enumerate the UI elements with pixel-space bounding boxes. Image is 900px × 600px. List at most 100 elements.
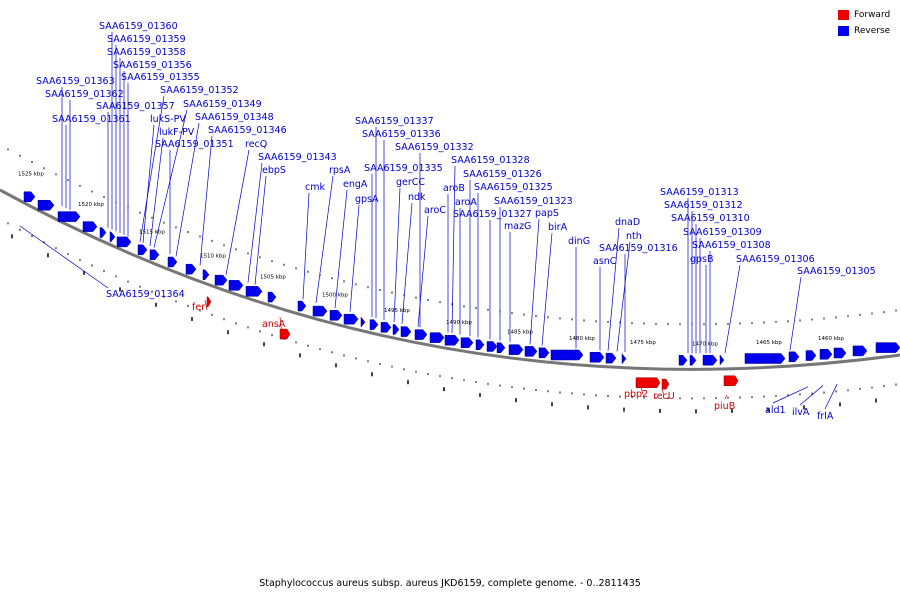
gene-label: nth xyxy=(626,231,642,242)
leader-line xyxy=(661,388,665,396)
ruler-label: 1510 kbp xyxy=(200,254,226,260)
reverse-gene-feature xyxy=(99,227,107,238)
leader-line xyxy=(142,124,155,244)
gene-label: aroC xyxy=(424,205,446,216)
reverse-gene-feature xyxy=(788,351,800,363)
reverse-gene-feature xyxy=(400,326,412,337)
forward-gene-feature xyxy=(661,378,670,390)
gene-label: fer xyxy=(192,302,205,313)
leader-line xyxy=(204,299,208,311)
gene-label: SAA6159_01310 xyxy=(671,213,750,224)
gene-label: ansA xyxy=(262,319,286,330)
reverse-gene-feature xyxy=(109,231,116,243)
forward-swatch xyxy=(838,10,849,20)
leader-line xyxy=(302,192,310,300)
reverse-gene-feature xyxy=(245,286,263,297)
reverse-gene-feature xyxy=(852,345,868,357)
gene-label: SAA6159_01323 xyxy=(494,196,573,207)
reverse-gene-feature xyxy=(360,316,366,328)
ruler-label: 1515 kbp xyxy=(139,229,165,235)
gene-label: SAA6159_01316 xyxy=(599,243,678,254)
ruler-label: 1465 kbp xyxy=(756,340,782,346)
leader-line xyxy=(349,204,360,312)
reverse-gene-feature xyxy=(550,349,584,361)
gene-label: SAA6159_01351 xyxy=(155,139,234,150)
forward-gene-feature xyxy=(635,377,661,388)
gene-label: SAA6159_01364 xyxy=(106,289,185,300)
leader-line xyxy=(789,276,802,351)
reverse-gene-feature xyxy=(444,335,460,346)
leader-line xyxy=(724,264,741,354)
gene-label: SAA6159_01349 xyxy=(183,99,262,110)
reverse-gene-feature xyxy=(805,350,817,361)
ruler-label: 1480 kbp xyxy=(569,336,595,342)
reverse-gene-feature xyxy=(37,199,55,211)
gene-label: SAA6159_01325 xyxy=(474,182,553,193)
gene-label: mazG xyxy=(504,221,531,232)
gene-label: SAA6159_01352 xyxy=(160,85,239,96)
tick-marks xyxy=(7,148,897,414)
gene-label: ald1 xyxy=(765,405,786,416)
gene-label: SAA6159_01308 xyxy=(692,240,771,251)
gene-label: birA xyxy=(548,222,568,233)
gene-label: SAA6159_01346 xyxy=(208,125,287,136)
gene-label: gpsA xyxy=(355,194,379,205)
gene-label: SAA6159_01348 xyxy=(195,112,274,123)
leader-line xyxy=(225,149,250,275)
reverse-gene-feature xyxy=(524,346,538,357)
gene-label: SAA6159_01306 xyxy=(736,254,815,265)
leader-line xyxy=(451,165,456,334)
genome-backbone xyxy=(0,188,900,371)
gene-label: SAA6159_01359 xyxy=(107,34,186,45)
ruler-label: 1495 kbp xyxy=(384,308,410,314)
ruler-label: 1505 kbp xyxy=(260,274,286,280)
leader-line xyxy=(153,109,188,248)
ruler-label: 1525 kbp xyxy=(18,172,44,178)
reverse-swatch xyxy=(838,26,849,36)
leader-line xyxy=(175,122,200,257)
gene-label: aroB xyxy=(443,183,465,194)
leader-line xyxy=(149,137,164,246)
gene-label: ebpS xyxy=(262,165,286,176)
gene-label: piuB xyxy=(714,401,735,412)
leader-line xyxy=(199,135,213,266)
gene-features xyxy=(23,191,900,390)
reverse-gene-feature xyxy=(137,244,148,256)
reverse-gene-feature xyxy=(82,221,98,232)
reverse-gene-feature xyxy=(312,305,328,317)
gene-label: SAA6159_01335 xyxy=(364,163,443,174)
leader-line xyxy=(724,394,728,400)
gene-label: SAA6159_01355 xyxy=(121,72,200,83)
reverse-gene-feature xyxy=(833,347,847,359)
leader-line xyxy=(417,215,429,328)
legend-reverse: Reverse xyxy=(838,26,890,36)
reverse-gene-feature xyxy=(167,256,178,268)
leader-line xyxy=(640,386,644,395)
reverse-gene-feature xyxy=(185,263,197,275)
reverse-gene-feature xyxy=(297,300,307,312)
gene-label: SAA6159_01327 xyxy=(453,209,532,220)
leader-line xyxy=(393,187,401,323)
ruler-label: 1490 kbp xyxy=(446,320,472,326)
legend-reverse-label: Reverse xyxy=(854,26,891,36)
leader-line xyxy=(315,175,334,304)
gene-label: SAA6159_01362 xyxy=(45,89,124,100)
reverse-gene-feature xyxy=(875,342,900,353)
gene-label: SAA6159_01312 xyxy=(664,200,743,211)
gene-label: asnC xyxy=(593,256,617,267)
gene-label: dinG xyxy=(568,236,590,247)
leader-line xyxy=(247,162,263,283)
leader-line xyxy=(541,232,553,346)
reverse-gene-feature xyxy=(228,280,244,291)
gene-label: gerCC xyxy=(396,177,425,188)
gene-label: engA xyxy=(343,179,368,190)
reverse-gene-feature xyxy=(589,352,605,363)
gene-label: SAA6159_01309 xyxy=(683,227,762,238)
reverse-gene-feature xyxy=(719,354,725,366)
reverse-gene-feature xyxy=(267,291,277,303)
reverse-gene-feature xyxy=(414,329,428,340)
leader-line xyxy=(799,385,824,406)
reverse-gene-feature xyxy=(689,355,697,366)
forward-gene-feature xyxy=(723,375,739,387)
